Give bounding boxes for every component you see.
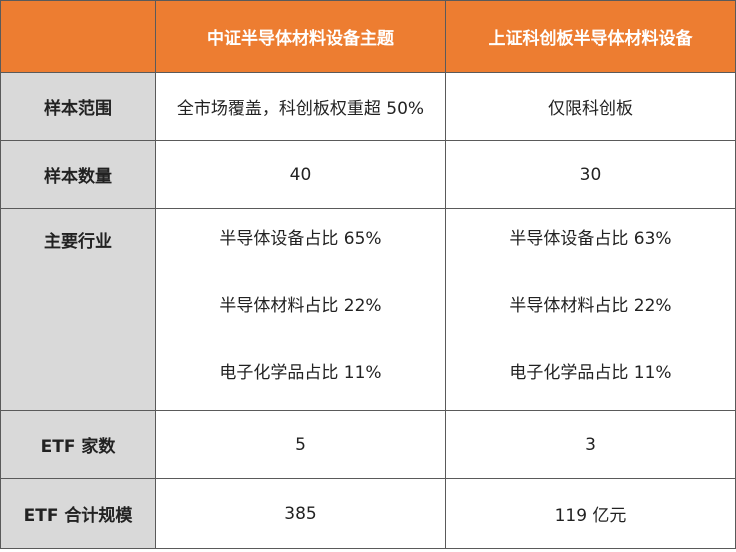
- cell: 全市场覆盖，科创板权重超 50%: [155, 72, 446, 141]
- row-label: ETF 家数: [0, 410, 156, 479]
- corner-cell: [0, 0, 156, 73]
- row: 主要行业 半导体设备占比 65% 半导体材料占比 22% 电子化学品占比 11%…: [0, 208, 736, 411]
- row-label-cell: 主要行业: [0, 208, 156, 411]
- cell-line: 半导体设备占比 63%: [509, 229, 672, 249]
- cell: 仅限科创板: [445, 72, 736, 141]
- row: ETF 合计规模 385 119 亿元: [0, 478, 736, 549]
- column-header: 中证半导体材料设备主题: [155, 0, 446, 73]
- row: 样本数量 40 30: [0, 140, 736, 209]
- header-row: 中证半导体材料设备主题 上证科创板半导体材料设备: [0, 0, 736, 73]
- cell-line: 半导体材料占比 22%: [509, 296, 672, 316]
- cell: 半导体设备占比 63% 半导体材料占比 22% 电子化学品占比 11%: [445, 208, 736, 411]
- cell: 119 亿元: [445, 478, 736, 549]
- row: 样本范围 全市场覆盖，科创板权重超 50% 仅限科创板: [0, 72, 736, 141]
- cell-line: 半导体设备占比 65%: [219, 229, 382, 249]
- cell-line: 半导体材料占比 22%: [219, 296, 382, 316]
- cell: 3: [445, 410, 736, 479]
- cell-line: 电子化学品占比 11%: [219, 363, 382, 383]
- cell: 半导体设备占比 65% 半导体材料占比 22% 电子化学品占比 11%: [155, 208, 446, 411]
- cell-line: 电子化学品占比 11%: [509, 363, 672, 383]
- row: ETF 家数 5 3: [0, 410, 736, 479]
- column-header: 上证科创板半导体材料设备: [445, 0, 736, 73]
- cell: 5: [155, 410, 446, 479]
- row-label: 样本数量: [0, 140, 156, 209]
- cell: 385: [155, 478, 446, 549]
- row-label: 主要行业: [44, 232, 112, 252]
- row-label: ETF 合计规模: [0, 478, 156, 549]
- cell: 30: [445, 140, 736, 209]
- cell: 40: [155, 140, 446, 209]
- row-label: 样本范围: [0, 72, 156, 141]
